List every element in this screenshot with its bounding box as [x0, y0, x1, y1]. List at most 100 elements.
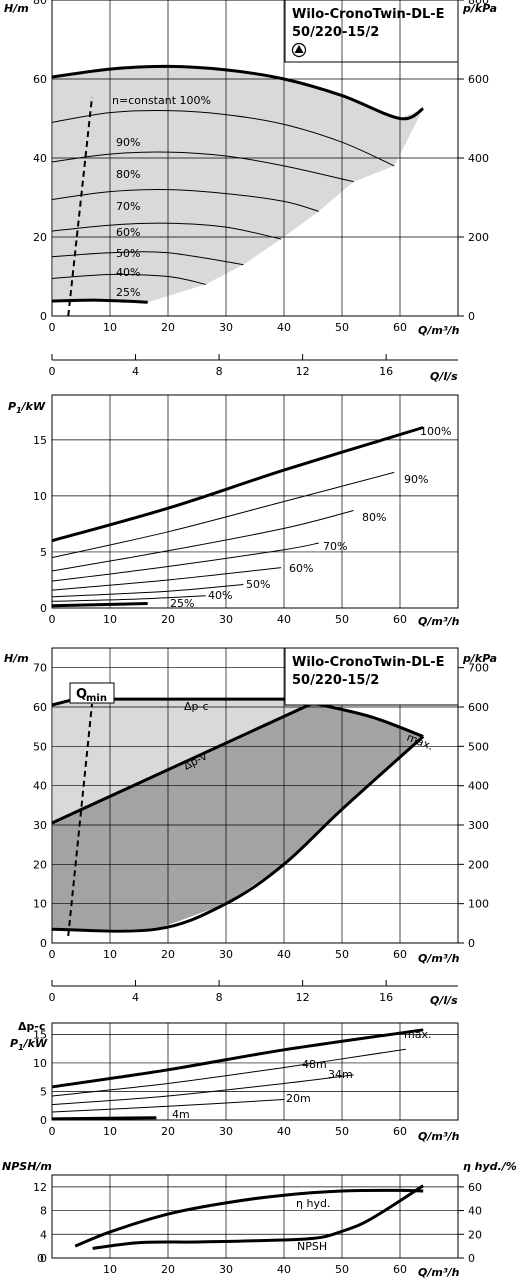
x-tick-label: 50	[335, 1125, 349, 1138]
grid-2	[51, 395, 458, 609]
secondary-x-tick-label: 12	[296, 365, 310, 378]
power-curve	[51, 595, 206, 602]
y-tick-label: 15	[33, 1028, 47, 1041]
power-curve	[51, 602, 148, 608]
y-tick-label: 12	[33, 1181, 47, 1194]
dpc-power-label: 20m	[286, 1092, 311, 1105]
dpc-power-curve	[51, 1116, 157, 1121]
power-curve	[51, 567, 282, 591]
head-curve-label: 70%	[116, 200, 140, 213]
y-tick-label: 50	[33, 740, 47, 753]
y-tick-label: 5	[40, 546, 47, 559]
head-curve-label: 60%	[116, 226, 140, 239]
secondary-x-tick-label: 8	[216, 365, 223, 378]
x-tick-label: 0	[49, 613, 56, 626]
x-tick-label: 10	[103, 1263, 117, 1276]
y-tick-label: 40	[33, 152, 47, 165]
head-xlabel2: Q/l/s	[430, 370, 458, 383]
y-tick-label: 60	[33, 73, 47, 86]
y-right-tick-label: 100	[468, 898, 489, 911]
head-curve	[51, 273, 206, 285]
qmin-box	[69, 682, 115, 704]
x-tick-label: 0	[49, 1125, 56, 1138]
x-tick-label: 0	[49, 948, 56, 961]
control-xlabel: Q/m³/h	[418, 952, 460, 965]
x-tick-label: 50	[335, 321, 349, 334]
grid-5	[52, 1175, 464, 1259]
control-ylabel-right: p/kPa	[462, 652, 497, 665]
title-line2: 50/220-15/2	[292, 673, 379, 688]
power-curve	[51, 510, 354, 572]
grid-1	[51, 0, 464, 317]
y-right-tick-label: 300	[468, 819, 489, 832]
y-tick-label: 5	[40, 1085, 47, 1098]
qmin-line	[67, 703, 93, 937]
dpc-power-label: 34m	[328, 1068, 353, 1081]
secondary-x-tick-label: 16	[379, 991, 393, 1004]
head-curve-label: 40%	[116, 266, 140, 279]
x-tick-label: 50	[335, 1263, 349, 1276]
head-curve-label: 25%	[116, 286, 140, 299]
y-right-tick-label: 600	[468, 701, 489, 714]
dpc-power-curve	[51, 1074, 354, 1106]
y-tick-label: 0	[40, 310, 47, 323]
x-tick-label: 60	[393, 321, 407, 334]
qmin-line	[67, 96, 93, 317]
dpc-power-curve	[51, 1099, 285, 1113]
y-tick-label: 0	[40, 1114, 47, 1127]
power-curve-label: 60%	[289, 562, 313, 575]
y-tick-label: 8	[40, 1205, 47, 1218]
y-right-tick-label: 400	[468, 780, 489, 793]
secondary-x-tick-label: 12	[296, 991, 310, 1004]
y-tick-label: 0	[37, 1252, 44, 1265]
operating-range-area	[52, 66, 424, 303]
pump-symbol-icon	[291, 42, 307, 58]
x-tick-label: 40	[277, 948, 291, 961]
head-curve-chart: Wilo-CronoTwin-DL-E 50/220-15/2 H/m p/kP…	[4, 0, 497, 383]
eta-ylabel-right: η hyd./%	[463, 1160, 517, 1173]
y-right-tick-label: 500	[468, 740, 489, 753]
power-curve-label: 90%	[404, 473, 428, 486]
y-right-tick-label: 700	[468, 662, 489, 675]
y-right-tick-label: 20	[468, 1228, 482, 1241]
head-curve	[51, 189, 319, 212]
control-xlabel2: Q/l/s	[430, 994, 458, 1007]
y-right-tick-label: 400	[468, 152, 489, 165]
x-tick-label: 20	[161, 948, 175, 961]
secondary-x-tick-label: 0	[49, 365, 56, 378]
x-tick-label: 40	[277, 1125, 291, 1138]
x-tick-label: 10	[103, 321, 117, 334]
power-curve-label: 25%	[170, 597, 194, 610]
head-curve-label: n=constant 100%	[112, 94, 211, 107]
x-tick-label: 20	[161, 1125, 175, 1138]
efficiency-label: η hyd.	[296, 1197, 330, 1210]
y-tick-label: 20	[33, 231, 47, 244]
dpc-power-curve	[51, 1028, 424, 1089]
y-tick-label: 0	[40, 602, 47, 615]
title-box	[284, 0, 459, 63]
x-tick-label: 50	[335, 948, 349, 961]
power-curve-label: 100%	[420, 425, 451, 438]
secondary-x-tick-label: 0	[49, 991, 56, 1004]
x-tick-label: 20	[161, 613, 175, 626]
max-curve	[312, 701, 424, 738]
power-curve-label: 40%	[208, 589, 232, 602]
title-box-frame	[284, 647, 459, 706]
y-tick-label: 10	[33, 898, 47, 911]
dpv-range-area	[52, 703, 424, 930]
head-curve	[51, 251, 244, 266]
min-curve	[51, 735, 425, 933]
y-right-tick-label: 200	[468, 858, 489, 871]
power-ylabel: P1/kW	[8, 400, 46, 415]
dpc-power-xlabel: Q/m³/h	[418, 1130, 460, 1143]
control-mode-chart: H/m p/kPa Q/m³/h Q/l/s 0 10 20 30 40 50 600102…	[4, 647, 497, 1007]
secondary-x-tick-label: 4	[132, 991, 139, 1004]
y-right-tick-label: 0	[468, 1252, 475, 1265]
head-curve-label: 90%	[116, 136, 140, 149]
x-tick-label: 10	[103, 948, 117, 961]
power-curve	[51, 584, 244, 598]
x-tick-label: 30	[219, 613, 233, 626]
y-tick-label: 10	[33, 1057, 47, 1070]
